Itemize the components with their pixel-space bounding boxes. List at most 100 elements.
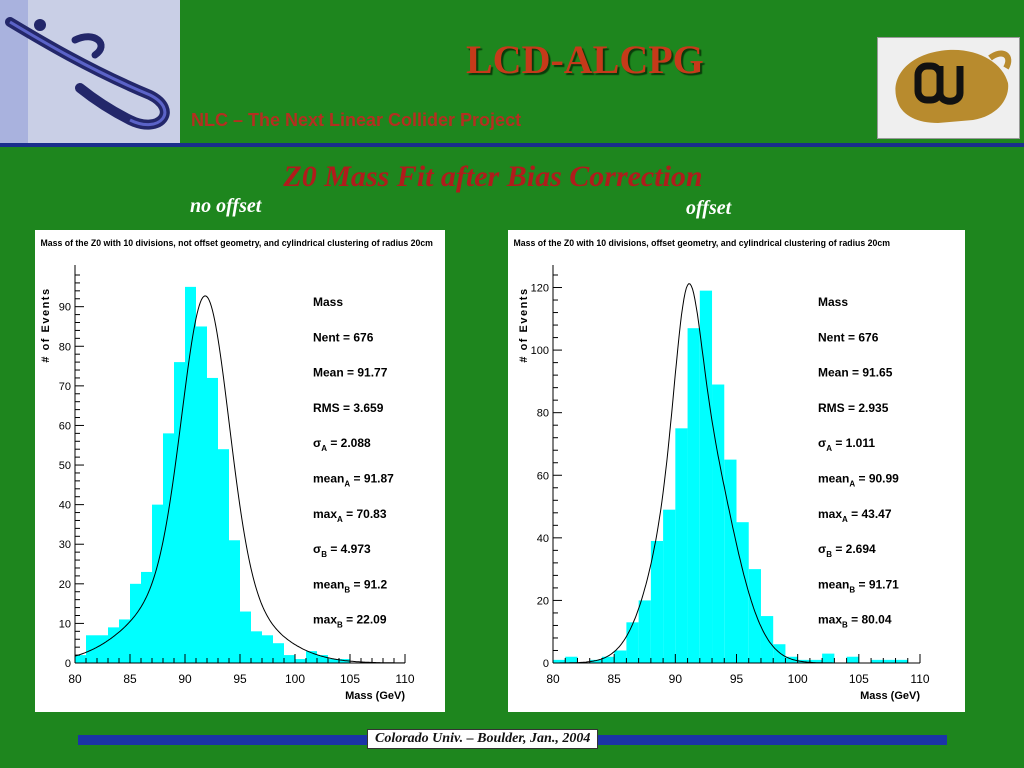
histogram-bar	[614, 650, 627, 663]
y-tick-label: 0	[65, 658, 71, 670]
cu-buffalo-logo	[877, 37, 1020, 139]
stats-entry: σA = 1.011	[818, 436, 875, 453]
histogram-bars	[75, 286, 350, 663]
histogram-bar	[86, 635, 97, 663]
stats-subscript: A	[337, 515, 343, 524]
stats-entry: Mean = 91.65	[818, 366, 893, 380]
stats-value: = 91.87	[350, 472, 394, 486]
histogram-bars	[553, 290, 908, 663]
histogram-bar	[822, 653, 835, 663]
y-tick-label: 20	[59, 579, 71, 591]
histogram-bar	[724, 459, 737, 663]
stats-value: = 4.973	[327, 542, 371, 556]
stats-entry: σB = 2.694	[818, 542, 876, 559]
histogram-bar	[251, 631, 262, 663]
histogram-bar	[626, 622, 639, 663]
x-axis-label: Mass (GeV)	[860, 690, 920, 702]
histogram-bar	[871, 659, 884, 663]
stats-value: = 91.71	[855, 577, 899, 591]
stats-subscript: A	[849, 480, 855, 489]
histogram-bar	[663, 509, 676, 663]
stats-subscript: B	[344, 585, 350, 594]
histogram-bar	[262, 635, 273, 663]
y-tick-label: 80	[537, 408, 549, 420]
histogram-bar	[119, 619, 130, 663]
histogram-bar	[565, 656, 578, 663]
histogram-bar	[295, 659, 306, 663]
x-tick-label: 105	[849, 672, 869, 686]
y-tick-label: 40	[537, 533, 549, 545]
histogram-bar	[748, 569, 761, 663]
stats-entry: meanA = 90.99	[818, 472, 899, 489]
histogram-bar	[675, 428, 688, 663]
histogram-bar	[712, 384, 725, 663]
stats-subscript: A	[842, 515, 848, 524]
x-tick-label: 95	[233, 672, 247, 686]
stats-subscript: A	[826, 444, 832, 453]
x-tick-label: 90	[669, 672, 683, 686]
histogram-bar	[218, 449, 229, 663]
histogram-bar	[174, 362, 185, 663]
stats-entry: maxB = 22.09	[313, 613, 387, 630]
y-tick-label: 90	[59, 302, 71, 314]
stats-value: = 22.09	[343, 613, 387, 627]
y-axis-label: # of Events	[40, 287, 52, 362]
y-axis-label: # of Events	[518, 287, 530, 362]
histogram-bar	[895, 659, 908, 663]
histogram-bar	[601, 656, 615, 663]
cu-buffalo-graphic	[895, 49, 1012, 123]
histogram-bar	[638, 600, 651, 663]
y-tick-label: 50	[59, 460, 71, 472]
y-tick-label: 10	[59, 618, 71, 630]
stats-subscript: A	[321, 444, 327, 453]
x-tick-label: 100	[788, 672, 808, 686]
histogram-bar	[883, 659, 896, 663]
x-tick-label: 100	[285, 672, 305, 686]
x-tick-label: 85	[123, 672, 137, 686]
chart-title: Mass of the Z0 with 10 divisions, not of…	[41, 238, 433, 248]
histogram-bar	[328, 659, 339, 663]
slide-subtitle: NLC – The Next Linear Collider Project	[191, 110, 522, 130]
stats-value: = 2.088	[327, 436, 371, 450]
x-tick-label: 110	[395, 672, 414, 686]
x-tick-label: 80	[68, 672, 82, 686]
stats-entry: σA = 2.088	[313, 436, 371, 453]
stats-entry: meanB = 91.71	[818, 577, 899, 594]
histogram-bar	[163, 433, 174, 663]
x-tick-label: 85	[607, 672, 621, 686]
y-tick-label: 70	[59, 381, 71, 393]
slide-heading: Z0 Mass Fit after Bias Correction	[283, 160, 703, 193]
histogram-bar	[785, 656, 798, 663]
histogram-offset: Mass of the Z0 with 10 divisions, offset…	[514, 238, 930, 702]
stats-value: = 43.47	[848, 507, 892, 521]
histogram-no-offset: Mass of the Z0 with 10 divisions, not of…	[40, 238, 433, 702]
histogram-bar	[650, 540, 664, 663]
histogram-bar	[130, 583, 141, 663]
histogram-bar	[809, 659, 823, 663]
histogram-bar	[240, 611, 251, 663]
stats-entry: maxA = 43.47	[818, 507, 892, 524]
histogram-bar	[141, 571, 152, 663]
nlc-logo-graphic	[0, 0, 170, 145]
stats-entry: RMS = 3.659	[313, 401, 384, 415]
stats-subscript: B	[826, 550, 832, 559]
y-tick-label: 40	[59, 500, 71, 512]
stats-entry: RMS = 2.935	[818, 401, 889, 415]
y-tick-label: 80	[59, 341, 71, 353]
histogram-bar	[273, 643, 284, 663]
stats-entry: meanB = 91.2	[313, 577, 387, 594]
y-tick-label: 60	[59, 420, 71, 432]
x-tick-label: 110	[910, 672, 929, 686]
stats-subscript: A	[344, 480, 350, 489]
stats-subscript: B	[842, 621, 848, 630]
histogram-bar	[108, 627, 119, 663]
x-tick-label: 80	[546, 672, 560, 686]
y-tick-label: 60	[537, 470, 549, 482]
stats-subscript: B	[321, 550, 327, 559]
y-tick-label: 120	[531, 283, 549, 295]
histogram-bar	[736, 522, 749, 663]
histogram-bar	[699, 290, 713, 663]
x-tick-label: 95	[730, 672, 744, 686]
histogram-bar	[97, 635, 108, 663]
stats-entry: meanA = 91.87	[313, 472, 394, 489]
